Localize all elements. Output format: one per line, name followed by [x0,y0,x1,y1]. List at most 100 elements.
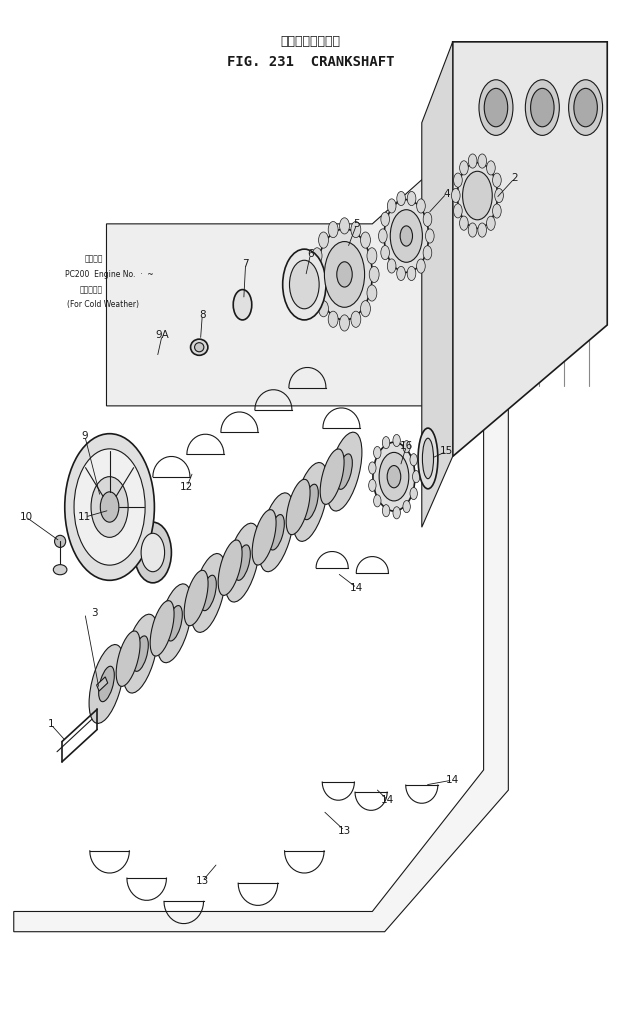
Circle shape [417,199,425,213]
Circle shape [460,216,468,230]
Ellipse shape [337,262,352,287]
Ellipse shape [387,465,401,488]
Circle shape [451,189,460,203]
Polygon shape [106,102,509,406]
Circle shape [397,192,406,206]
Ellipse shape [324,241,365,307]
Circle shape [478,154,487,168]
Circle shape [351,311,361,328]
Ellipse shape [422,438,433,479]
Circle shape [369,462,376,475]
Ellipse shape [134,522,171,583]
Text: 16: 16 [400,441,413,451]
Circle shape [492,173,501,188]
Ellipse shape [530,88,554,127]
Text: 13: 13 [196,876,209,886]
Circle shape [361,301,371,316]
Ellipse shape [390,210,422,263]
Circle shape [468,154,477,168]
Ellipse shape [218,540,242,595]
Circle shape [453,173,462,188]
Polygon shape [14,52,509,932]
Circle shape [388,259,396,273]
Ellipse shape [289,261,319,309]
Text: クランクシャフト: クランクシャフト [281,35,340,49]
Ellipse shape [463,171,492,220]
Text: 11: 11 [78,512,91,522]
Circle shape [361,232,371,248]
Ellipse shape [400,226,412,246]
Ellipse shape [252,510,276,565]
Text: 9A: 9A [155,331,169,340]
Circle shape [383,505,390,517]
Ellipse shape [74,449,145,565]
Ellipse shape [225,523,260,602]
Text: 寒冷地仕様: 寒冷地仕様 [79,285,102,294]
Ellipse shape [384,200,428,273]
Ellipse shape [191,554,226,633]
Ellipse shape [337,454,352,490]
Circle shape [407,192,416,206]
Ellipse shape [157,584,192,663]
Circle shape [374,495,381,507]
Circle shape [403,501,410,513]
Ellipse shape [166,605,183,641]
Circle shape [374,446,381,458]
Circle shape [486,216,495,230]
Ellipse shape [259,493,294,572]
Circle shape [407,267,416,281]
Circle shape [312,247,322,264]
Ellipse shape [484,88,508,127]
Ellipse shape [293,462,328,541]
Ellipse shape [184,570,208,626]
Text: 15: 15 [440,446,453,456]
Circle shape [423,245,432,260]
Ellipse shape [123,614,158,693]
Circle shape [381,245,389,260]
Circle shape [410,488,417,500]
Circle shape [410,453,417,465]
Text: 14: 14 [381,795,394,805]
Ellipse shape [233,290,252,320]
Text: FIG. 231  CRANKSHAFT: FIG. 231 CRANKSHAFT [227,55,394,69]
Ellipse shape [194,343,204,352]
Text: PC200  Engine No.  ·  ~: PC200 Engine No. · ~ [65,270,154,279]
Ellipse shape [379,452,409,501]
Text: 適用番機: 適用番機 [85,255,103,264]
Ellipse shape [418,428,438,489]
Ellipse shape [116,631,140,686]
Polygon shape [97,677,107,692]
Text: 10: 10 [19,512,33,522]
Ellipse shape [479,80,513,136]
Ellipse shape [201,575,216,610]
Ellipse shape [317,229,373,320]
Circle shape [423,212,432,226]
Text: 7: 7 [242,260,249,270]
Ellipse shape [191,339,208,355]
Ellipse shape [53,565,67,575]
Text: (For Cold Weather): (For Cold Weather) [68,300,139,309]
Circle shape [312,285,322,301]
Ellipse shape [457,162,497,228]
Ellipse shape [320,449,344,504]
Circle shape [397,267,406,281]
Circle shape [460,161,468,175]
Circle shape [369,267,379,283]
Circle shape [487,161,495,175]
Circle shape [369,480,376,492]
Circle shape [495,189,504,203]
Circle shape [425,229,434,243]
Text: 12: 12 [180,482,194,492]
Ellipse shape [91,477,128,537]
Ellipse shape [574,88,597,127]
Ellipse shape [235,545,250,580]
Text: 14: 14 [446,775,460,785]
Circle shape [453,204,462,218]
Ellipse shape [569,80,602,136]
Circle shape [319,232,329,248]
Circle shape [388,199,396,213]
Ellipse shape [373,442,415,511]
Circle shape [340,218,350,234]
Text: 9: 9 [81,431,88,441]
Circle shape [468,223,477,237]
